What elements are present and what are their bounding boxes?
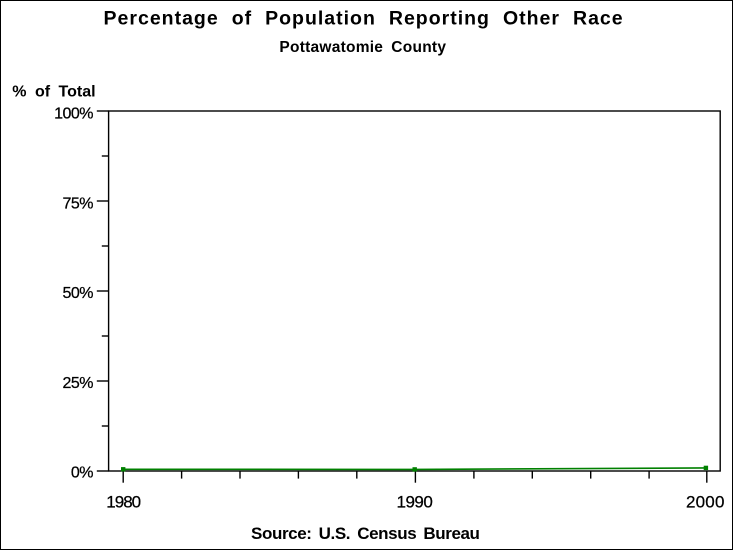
svg-text:Source: U.S. Census Bureau: Source: U.S. Census Bureau	[251, 524, 480, 543]
svg-text:1980: 1980	[106, 493, 140, 512]
svg-text:% of Total: % of Total	[12, 83, 95, 100]
svg-text:2000: 2000	[686, 493, 725, 512]
svg-text:0%: 0%	[71, 465, 93, 482]
svg-text:50%: 50%	[62, 285, 93, 302]
svg-text:75%: 75%	[62, 196, 93, 213]
svg-text:1990: 1990	[396, 493, 432, 512]
svg-text:100%: 100%	[54, 106, 93, 123]
svg-text:25%: 25%	[62, 375, 93, 392]
svg-text:Pottawatomie County: Pottawatomie County	[279, 39, 446, 56]
svg-text:Percentage of Population Repor: Percentage of Population Reporting Other…	[104, 7, 624, 29]
